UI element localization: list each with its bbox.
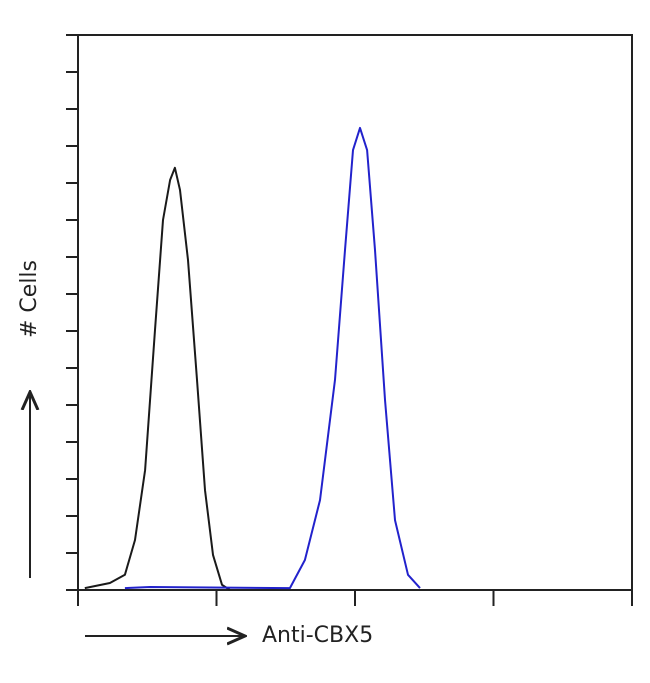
y-axis-label: # Cells [17,260,42,338]
histogram-line [124,126,421,590]
histogram-line [84,166,231,591]
x-axis-label: Anti-CBX5 [262,623,373,648]
plot-frame [77,34,633,591]
